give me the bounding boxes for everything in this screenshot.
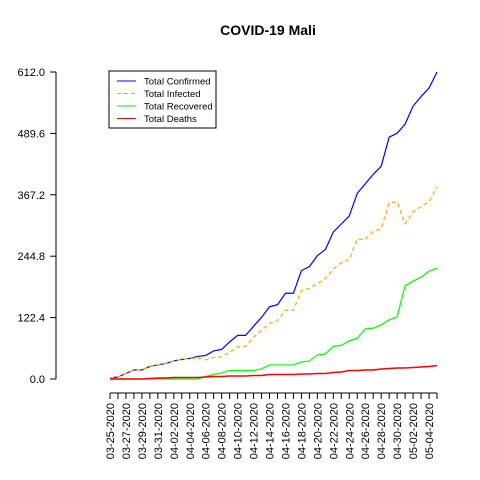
x-axis: 03-25-2020 03-27-2020 03-29-2020 03-31-2020… [105, 392, 438, 459]
legend-label: Total Infected [144, 89, 201, 100]
x-tick-label: 04-28-2020 [376, 403, 388, 459]
x-tick-label: 04-10-2020 [233, 403, 245, 459]
x-tick-label: 04-26-2020 [360, 403, 372, 459]
x-tick-label: 04-02-2020 [169, 403, 181, 459]
series-line-total-deaths [110, 364, 438, 380]
legend-label: Total Deaths [144, 114, 197, 125]
y-tick-label: 0.0 [30, 374, 45, 386]
series-layer [109, 71, 438, 380]
legend-label: Total Confirmed [144, 77, 211, 88]
y-tick-label: 489.6 [17, 128, 45, 140]
series-line-total-infected [109, 186, 438, 379]
x-tick-label: 04-12-2020 [249, 403, 261, 459]
x-tick-label: 04-14-2020 [265, 403, 277, 459]
y-tick-label: 367.2 [17, 190, 45, 202]
chart-title: COVID-19 Mali [220, 22, 316, 38]
y-tick-label: 612.0 [17, 67, 45, 79]
x-tick-label: 04-16-2020 [280, 403, 292, 459]
x-tick-label: 03-31-2020 [153, 403, 165, 459]
x-tick-label: 04-30-2020 [392, 403, 404, 459]
x-tick-label: 04-18-2020 [296, 403, 308, 459]
x-tick-label: 04-06-2020 [201, 403, 213, 459]
x-tick-label: 03-25-2020 [105, 403, 117, 459]
series-line-total-recovered [110, 267, 438, 380]
x-tick-label: 04-22-2020 [328, 403, 340, 459]
x-tick-label: 04-04-2020 [185, 403, 197, 459]
x-tick-label: 04-20-2020 [312, 403, 324, 459]
x-tick-label: 05-02-2020 [408, 403, 420, 459]
y-axis: 0.0 122.4 244.8 367.2 489.6 612.0 [17, 67, 57, 386]
legend-label: Total Recovered [144, 102, 213, 113]
x-tick-label: 03-27-2020 [121, 403, 133, 459]
y-tick-label: 122.4 [17, 313, 45, 325]
x-tick-label: 05-04-2020 [424, 403, 436, 459]
x-tick-label: 04-24-2020 [344, 403, 356, 459]
x-tick-label: 03-29-2020 [137, 403, 149, 459]
y-tick-label: 244.8 [17, 251, 45, 263]
x-tick-label: 04-08-2020 [217, 403, 229, 459]
